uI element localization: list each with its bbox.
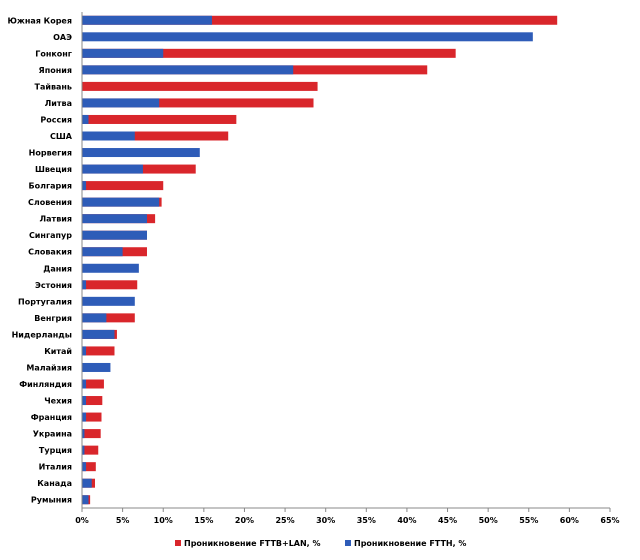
- bar-fttb-lan: [82, 280, 138, 290]
- bar-ftth: [82, 462, 87, 472]
- bar-ftth: [82, 379, 87, 389]
- bar-fttb-lan: [82, 15, 558, 25]
- bar-ftth: [82, 114, 89, 124]
- bar-ftth: [82, 296, 135, 306]
- bar-ftth: [82, 148, 200, 158]
- category-label: Украина: [33, 430, 72, 439]
- category-label: Тайвань: [34, 82, 72, 91]
- bar-fttb-lan: [82, 181, 164, 191]
- bar-ftth: [82, 263, 139, 273]
- bar-fttb-lan: [82, 131, 229, 141]
- category-label: Италия: [39, 463, 72, 472]
- category-label: Япония: [39, 66, 72, 75]
- bar-ftth: [82, 15, 212, 25]
- bar-ftth: [82, 181, 87, 191]
- legend: Проникновение FTTB+LAN, % Проникновение …: [175, 539, 466, 548]
- bar-ftth: [82, 65, 294, 75]
- x-tick-label: 30%: [316, 516, 335, 525]
- legend-label-fttb: Проникновение FTTB+LAN, %: [184, 539, 321, 548]
- bar-ftth: [82, 214, 147, 224]
- legend-swatch-ftth: [345, 540, 351, 546]
- bar-fttb-lan: [82, 429, 101, 439]
- x-tick-label: 5%: [116, 516, 130, 525]
- x-tick-label: 0%: [75, 516, 89, 525]
- bars: [82, 15, 558, 505]
- category-label: ОАЭ: [53, 33, 72, 42]
- bar-fttb-lan: [82, 114, 237, 124]
- bar-ftth: [82, 48, 164, 58]
- x-tick-label: 60%: [560, 516, 579, 525]
- x-tick-label: 25%: [275, 516, 294, 525]
- bar-ftth: [82, 396, 87, 406]
- bar-ftth: [82, 329, 115, 339]
- category-labels: Южная Корея ОАЭ Гонконг Япония Тайвань Литва Р…: [7, 16, 72, 504]
- category-label: Португалия: [18, 297, 72, 306]
- bar-ftth: [82, 164, 143, 174]
- bar-fttb-lan: [82, 462, 96, 472]
- category-label: Швеция: [35, 165, 72, 174]
- category-label: Сингапур: [29, 231, 72, 240]
- category-label: Норвегия: [29, 149, 72, 158]
- category-label: Румыния: [31, 496, 72, 505]
- bar-fttb-lan: [82, 98, 314, 108]
- x-axis: [81, 12, 610, 509]
- x-tick-label: 40%: [397, 516, 416, 525]
- bar-ftth: [82, 98, 160, 108]
- x-tick-label: 20%: [235, 516, 254, 525]
- x-tick-label: 50%: [479, 516, 498, 525]
- bar-ftth: [82, 247, 123, 257]
- category-label: Турция: [39, 446, 72, 455]
- category-label: Финляндия: [19, 380, 72, 389]
- x-tick-label: 35%: [357, 516, 376, 525]
- x-tick-label: 45%: [438, 516, 457, 525]
- x-tick-label: 10%: [154, 516, 173, 525]
- x-tick-label: 55%: [519, 516, 538, 525]
- bar-fttb-lan: [82, 379, 104, 389]
- bar-ftth: [82, 280, 87, 290]
- bar-ftth: [82, 313, 107, 323]
- category-label: Гонконг: [35, 49, 72, 58]
- bar-fttb-lan: [82, 445, 99, 455]
- category-label: Южная Корея: [7, 16, 72, 25]
- category-label: Чехия: [44, 397, 72, 406]
- category-label: Словакия: [28, 248, 72, 257]
- bar-ftth: [82, 495, 89, 505]
- bar-fttb-lan: [82, 81, 318, 91]
- bar-ftth: [82, 478, 92, 488]
- legend-swatch-fttb: [175, 540, 181, 546]
- bar-ftth: [82, 346, 87, 356]
- bar-ftth: [82, 362, 111, 372]
- bar-fttb-lan: [82, 48, 456, 58]
- x-tick-labels: 0% 5% 10% 15% 20% 25% 30% 35% 40% 45% 50% 55% 60% 65%: [75, 508, 620, 525]
- bar-ftth: [82, 429, 85, 439]
- category-label: Венгрия: [34, 314, 72, 323]
- legend-label-ftth: Проникновение FTTH, %: [354, 539, 466, 548]
- bar-fttb-lan: [82, 412, 102, 422]
- category-label: Нидерланды: [12, 330, 72, 339]
- bar-ftth: [82, 197, 160, 207]
- category-label: Литва: [45, 99, 72, 108]
- bar-ftth: [82, 445, 85, 455]
- category-label: Латвия: [40, 215, 72, 224]
- category-label: Словения: [28, 198, 72, 207]
- bar-fttb-lan: [82, 313, 135, 323]
- category-label: Малайзия: [26, 363, 72, 372]
- category-label: Россия: [40, 115, 72, 124]
- category-label: Канада: [37, 479, 72, 488]
- bar-fttb-lan: [82, 396, 103, 406]
- category-label: Эстония: [35, 281, 72, 290]
- bar-fttb-lan: [82, 346, 115, 356]
- bar-ftth: [82, 230, 147, 240]
- bar-ftth: [82, 131, 135, 141]
- bar-ftth: [82, 412, 87, 422]
- x-tick-label: 65%: [600, 516, 619, 525]
- category-label: Франция: [31, 413, 72, 422]
- category-label: США: [50, 132, 73, 141]
- category-label: Китай: [44, 347, 72, 356]
- category-label: Дания: [43, 264, 72, 273]
- category-label: Болгария: [29, 182, 73, 191]
- x-tick-label: 15%: [194, 516, 213, 525]
- bar-ftth: [82, 32, 533, 42]
